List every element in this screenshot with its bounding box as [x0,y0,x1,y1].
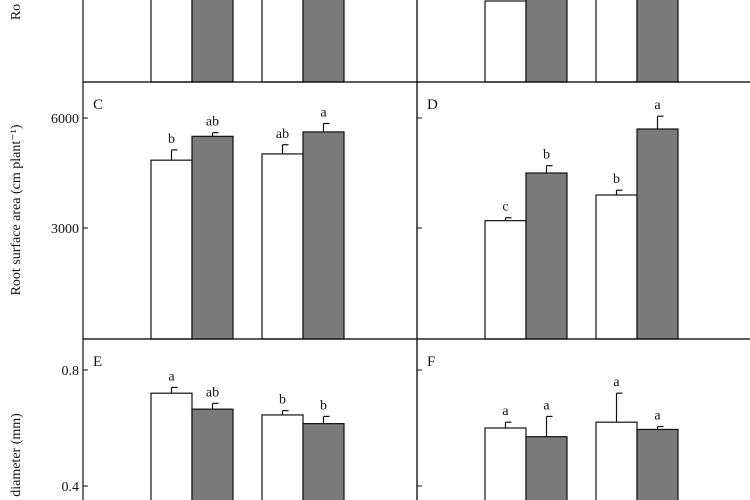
bar [261,0,304,83]
bar [484,427,527,500]
significance-label: ab [276,127,289,142]
bar [595,194,638,340]
significance-label: ab [206,115,219,130]
y-tick-label: 0.8 [62,364,80,379]
significance-label: a [320,106,327,121]
bar [525,436,568,500]
panel-frame [416,81,750,340]
bar [302,423,345,500]
panel-letter: E [93,354,102,370]
bar [595,421,638,500]
panel-frame [416,0,750,83]
bar [150,159,193,340]
y-axis-label: Root surface area (cm plant⁻¹) [9,124,24,295]
significance-label: a [168,369,175,384]
bar [484,0,527,83]
bar [150,392,193,500]
panel-frame [82,0,418,83]
significance-label: b [279,393,286,408]
panel-letter: D [427,97,438,113]
bar [191,408,234,500]
bar [525,172,568,340]
bar [261,414,304,500]
panel-frame [82,81,418,340]
bar [636,428,679,500]
significance-label: b [168,132,175,147]
bar [191,135,234,340]
significance-label: b [543,148,550,163]
significance-label: c [502,200,508,215]
significance-label: ab [206,385,219,400]
panel-letter: C [93,97,103,113]
bar [595,0,638,83]
significance-label: a [543,398,550,413]
bar [302,0,345,83]
bar [525,0,568,83]
significance-label: a [654,409,661,424]
y-axis-label: Ro [9,4,24,20]
bar [191,0,234,83]
panel-frame [416,338,750,500]
y-axis-label: diameter (mm) [9,413,24,497]
y-tick-label: 3000 [51,222,79,237]
significance-label: b [320,398,327,413]
bar [636,128,679,340]
significance-label: a [654,98,661,113]
bar [302,131,345,340]
panel-frame [82,338,418,500]
significance-label: b [613,172,620,187]
significance-label: a [613,375,620,390]
bar [261,153,304,340]
bar [636,0,679,83]
significance-label: a [502,404,509,419]
bar [150,0,193,83]
y-tick-label: 0.4 [62,480,80,495]
panel-letter: F [427,354,435,370]
bar [484,220,527,340]
y-tick-label: 6000 [51,112,79,127]
